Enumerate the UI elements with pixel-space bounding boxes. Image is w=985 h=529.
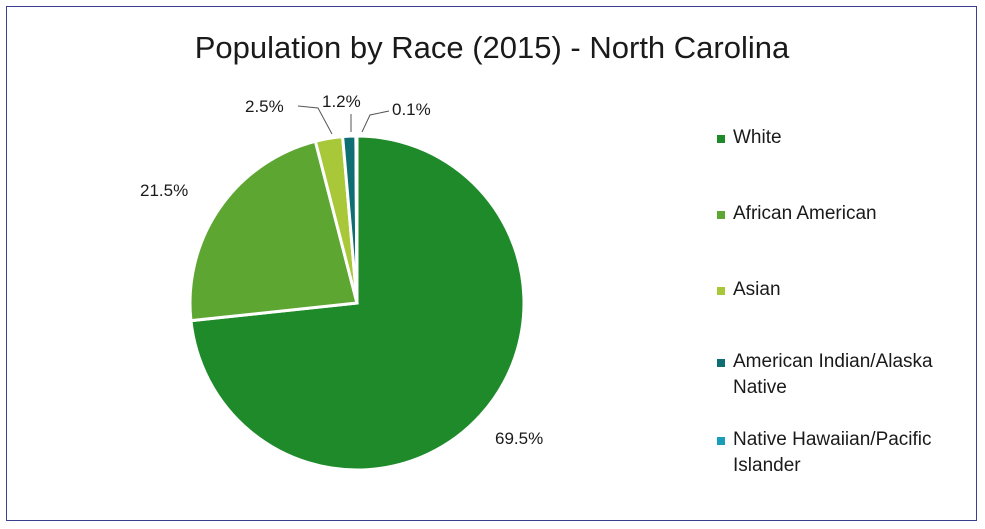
legend-swatch-1 (717, 211, 725, 219)
legend-item-1: African American (717, 201, 973, 227)
legend-item-4: Native Hawaiian/Pacific Islander (717, 427, 973, 479)
legend-label-0: White (733, 127, 782, 148)
leader-line-4 (361, 110, 390, 133)
legend-item-0: White (717, 125, 973, 151)
legend-swatch-4 (717, 437, 725, 445)
legend-label-4: Native Hawaiian/Pacific Islander (733, 429, 932, 476)
data-label-4: 0.1% (392, 100, 431, 119)
data-label-3: 1.2% (322, 92, 361, 111)
legend-swatch-3 (717, 359, 725, 367)
legend-label-1: African American (733, 203, 877, 224)
legend-label-2: Asian (733, 279, 781, 300)
leader-line-2 (297, 105, 333, 135)
data-label-1: 21.5% (140, 181, 188, 200)
legend-item-2: Asian (717, 277, 973, 303)
legend-item-3: American Indian/Alaska Native (717, 349, 973, 401)
legend-swatch-2 (717, 287, 725, 295)
legend-label-3: American Indian/Alaska Native (733, 351, 933, 398)
pie-slice-native-hawaiian-pacific-islander (354, 134, 359, 304)
chart-title: Population by Race (2015) - North Caroli… (194, 30, 790, 65)
data-label-2: 2.5% (245, 97, 284, 116)
pie-slice-african-american (188, 139, 359, 323)
legend-swatch-0 (717, 135, 725, 143)
data-label-0: 69.5% (495, 429, 543, 448)
